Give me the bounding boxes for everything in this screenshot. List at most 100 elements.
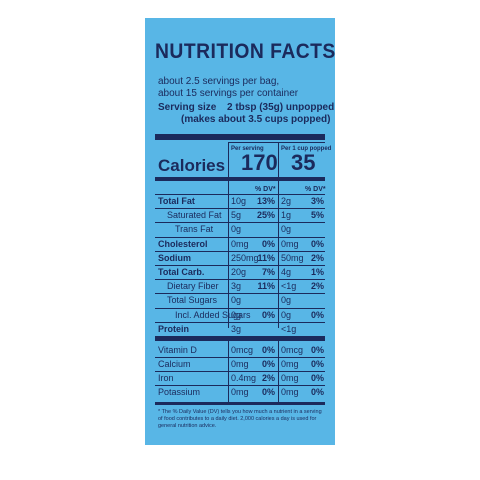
daily-value: 13% (256, 196, 275, 206)
row-label: Vitamin D (158, 345, 197, 355)
daily-value: 0% (261, 238, 275, 249)
amount: 0g (281, 224, 292, 235)
daily-value: 2% (310, 281, 324, 292)
rule (155, 293, 325, 295)
rule (155, 194, 325, 195)
amount: 0g (281, 295, 292, 306)
amount: 20g (231, 267, 247, 277)
amount: 0mg (231, 359, 249, 369)
daily-value: 0% (310, 345, 324, 355)
column-rule (228, 142, 229, 328)
amount: 0g (281, 309, 292, 320)
row-label: Cholesterol (158, 238, 208, 249)
amount: <1g (281, 281, 297, 292)
amount: 0mcg (231, 345, 254, 355)
daily-value: 0% (310, 387, 324, 397)
daily-value: 1% (310, 267, 324, 277)
amount: 2g (281, 196, 292, 206)
row-label: Dietary Fiber (167, 281, 219, 292)
rule (155, 236, 325, 238)
servings: about 15 servings per container (158, 88, 299, 99)
footnote: * The % Daily Value (DV) tells you how m… (158, 409, 322, 429)
daily-value: 11% (257, 252, 275, 263)
rule (155, 250, 325, 252)
daily-value: 7% (261, 267, 275, 277)
rule (155, 321, 325, 323)
daily-value: 2% (310, 252, 324, 263)
amount: 3g (231, 323, 242, 334)
column-header: Per 1 cup popped (281, 146, 332, 152)
rule (155, 208, 325, 210)
amount: 0mg (281, 238, 299, 249)
amount: 50mg (281, 252, 304, 263)
rule (228, 142, 325, 143)
row-label: Trans Fat (175, 224, 214, 235)
amount: 0.4mg (231, 373, 257, 383)
row-label: Saturated Fat (167, 210, 222, 221)
serving-size-value: 2 tbsp (35g) unpopped (227, 102, 335, 113)
daily-value: 0% (310, 359, 324, 369)
daily-value: 11% (257, 281, 275, 292)
amount: 0mg (231, 387, 249, 397)
amount: 10g (231, 196, 247, 206)
amount: 0mg (281, 387, 299, 397)
serving-size-note: (makes about 3.5 cups popped) (181, 114, 331, 125)
calories-label: Calories (158, 156, 226, 175)
calories-value: 35 (291, 150, 316, 175)
amount: <1g (281, 323, 297, 334)
row-label: Total Sugars (167, 295, 218, 306)
rule (155, 357, 325, 358)
daily-value: 0% (261, 387, 275, 397)
amount: 0mg (281, 359, 299, 369)
daily-value: 25% (256, 210, 275, 221)
amount: 5g (231, 210, 242, 221)
row-label: Total Carb. (158, 267, 205, 277)
row-label: Potassium (158, 387, 201, 397)
rule (155, 134, 325, 140)
row-label: Iron (158, 373, 174, 383)
daily-value: 3% (310, 196, 324, 206)
amount: 0g (231, 224, 242, 235)
row-label: Protein (158, 323, 190, 334)
row-label: Incl. Added Sugars (175, 309, 251, 320)
amount: 250mg (231, 252, 259, 263)
nutrition-label: NUTRITION FACTS about 2.5 servings per b… (145, 18, 335, 445)
calories-value: 170 (241, 150, 278, 175)
column-header: Per serving (231, 146, 264, 152)
column-rule (228, 341, 229, 403)
amount: 1g (281, 210, 292, 221)
amount: 0g (231, 295, 242, 306)
serving-size-label: Serving size (158, 102, 217, 113)
title: NUTRITION FACTS (155, 40, 336, 63)
servings: about 2.5 servings per bag, (158, 76, 280, 87)
rule (155, 222, 325, 224)
row-label: Sodium (158, 252, 191, 263)
dv-header: % DV* (255, 186, 276, 193)
daily-value: 0% (310, 309, 324, 320)
amount: 4g (281, 267, 292, 277)
rule (155, 336, 325, 341)
rule (155, 402, 325, 405)
daily-value: 5% (310, 210, 324, 221)
row-label: Calcium (158, 359, 191, 369)
daily-value: 0% (261, 359, 275, 369)
dv-header: % DV* (305, 186, 326, 193)
daily-value: 0% (310, 373, 324, 383)
column-rule (278, 142, 279, 328)
daily-value: 0% (261, 309, 275, 320)
rule (155, 279, 325, 281)
amount: 3g (231, 281, 242, 292)
rule (155, 265, 325, 266)
rule (155, 177, 325, 181)
rule (155, 385, 325, 386)
daily-value: 0% (261, 345, 275, 355)
column-rule (278, 341, 279, 403)
amount: 0g (231, 309, 242, 320)
amount: 0mg (231, 238, 249, 249)
row-label: Total Fat (158, 196, 195, 206)
daily-value: 2% (261, 373, 275, 383)
rule (155, 371, 325, 372)
amount: 0mg (281, 373, 299, 383)
rule (155, 307, 325, 309)
